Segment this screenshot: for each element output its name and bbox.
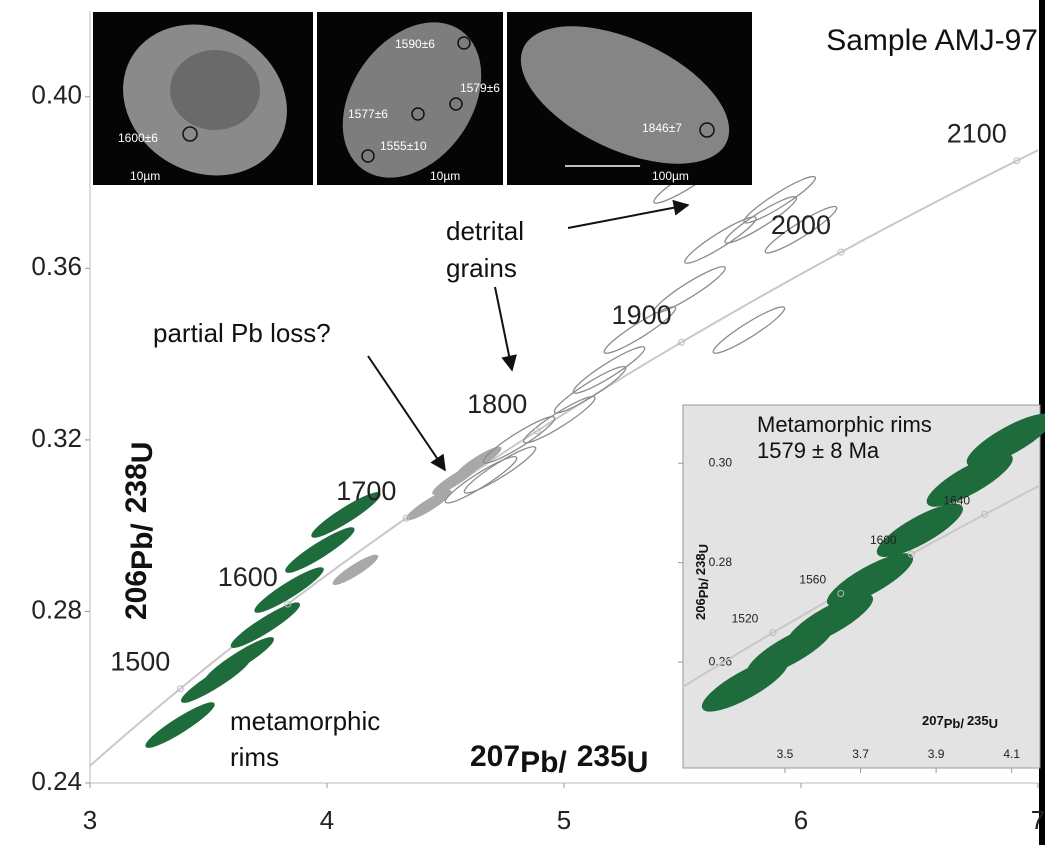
arrow: [568, 205, 688, 228]
age-label: 1560: [799, 573, 826, 587]
error-ellipse: [331, 552, 380, 588]
age-label: 1640: [943, 493, 970, 507]
age-label: 1600: [870, 533, 897, 547]
x-tick-label: 6: [794, 805, 808, 835]
sem-images: 1600±6 10µm 1590±6 1579±6 1577±6 1555±10…: [93, 0, 752, 205]
spot-age: 1846±7: [642, 121, 682, 135]
spot-age: 1590±6: [395, 37, 435, 51]
error-ellipse: [710, 302, 789, 359]
spot-age: 1555±10: [380, 139, 427, 153]
age-label: 1500: [110, 647, 170, 677]
x-tick-label: 3.9: [928, 747, 945, 761]
age-label: 1800: [467, 389, 527, 419]
y-tick-label: 0.36: [31, 251, 82, 281]
inset-title: 1579 ± 8 Ma: [757, 438, 880, 463]
annotation: detrital: [446, 216, 524, 246]
x-tick-label: 7: [1031, 805, 1045, 835]
x-tick-label: 3.5: [777, 747, 794, 761]
x-tick-label: 4: [320, 805, 334, 835]
annotation: metamorphic: [230, 706, 380, 736]
spot-age: 1577±6: [348, 107, 388, 121]
spot-age: 1579±6: [460, 81, 500, 95]
age-label: 2100: [947, 119, 1007, 149]
age-label: 2000: [771, 210, 831, 240]
grain-core: [170, 50, 260, 130]
scale-bar-label: 10µm: [130, 169, 160, 183]
annotation: grains: [446, 253, 517, 283]
y-tick-label: 0.28: [31, 594, 82, 624]
age-label: 1700: [336, 476, 396, 506]
annotation: partial Pb loss?: [153, 318, 331, 348]
y-tick-label: 0.30: [709, 455, 733, 469]
y-tick-label: 0.26: [709, 654, 733, 668]
x-tick-label: 4.1: [1003, 747, 1020, 761]
x-axis-title: 207Pb/235U: [470, 740, 648, 779]
error-ellipse: [142, 698, 217, 753]
y-axis-title: 206Pb/238U: [120, 442, 159, 620]
x-tick-label: 3.7: [852, 747, 869, 761]
sample-title: Sample AMJ-97: [826, 24, 1038, 57]
scale-bar-label: 100µm: [652, 169, 689, 183]
age-label: 1520: [732, 612, 759, 626]
arrow: [495, 287, 512, 370]
y-tick-label: 0.40: [31, 80, 82, 110]
inset-title: Metamorphic rims: [757, 412, 932, 437]
age-label: 1600: [218, 562, 278, 592]
x-tick-label: 5: [557, 805, 571, 835]
error-ellipse: [454, 444, 503, 480]
x-tick-label: 3: [83, 805, 97, 835]
scale-bar-label: 10µm: [430, 169, 460, 183]
y-tick-label: 0.28: [709, 555, 733, 569]
annotation: rims: [230, 742, 279, 772]
error-ellipse: [404, 487, 453, 523]
y-tick-label: 0.24: [31, 766, 82, 796]
spot-age: 1600±6: [118, 131, 158, 145]
figure: 0.24 0.28 0.32 0.36 0.40 3 4 5 6 7 1500 1600 1700 180…: [0, 0, 1045, 845]
age-label: 1900: [612, 300, 672, 330]
y-tick-label: 0.32: [31, 423, 82, 453]
arrow: [368, 356, 445, 470]
